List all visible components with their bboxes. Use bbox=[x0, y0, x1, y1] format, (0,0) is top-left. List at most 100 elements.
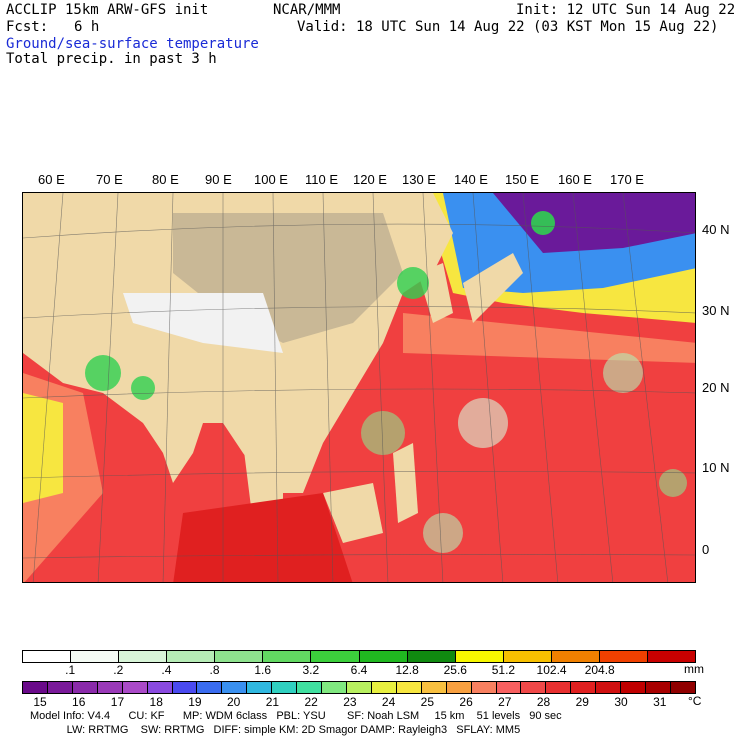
colorbar-swatch bbox=[446, 682, 472, 693]
colorbar-swatch bbox=[571, 682, 597, 693]
colorbar-label: .8 bbox=[209, 663, 220, 677]
lon-label: 80 E bbox=[152, 172, 179, 187]
colorbar-swatch bbox=[297, 682, 323, 693]
model-info-line2: LW: RRTMG SW: RRTMG DIFF: simple KM: 2D … bbox=[30, 724, 521, 736]
colorbar-swatch bbox=[197, 682, 223, 693]
precip-patch bbox=[85, 355, 121, 391]
lat-label: 40 N bbox=[702, 222, 730, 237]
precip-unit: mm bbox=[684, 662, 704, 676]
snow-cover bbox=[123, 293, 283, 353]
colorbar-label: 29 bbox=[575, 695, 589, 709]
colorbar-swatch bbox=[72, 682, 98, 693]
colorbar-label: 30 bbox=[614, 695, 628, 709]
precip-patch bbox=[423, 513, 463, 553]
land-philippines bbox=[393, 443, 418, 523]
colorbar-label: 18 bbox=[149, 695, 163, 709]
colorbar-swatch bbox=[172, 682, 198, 693]
colorbar-swatch bbox=[346, 682, 372, 693]
colorbar-swatch bbox=[359, 651, 408, 662]
temp-unit: °C bbox=[688, 694, 702, 708]
colorbar-label: 1.6 bbox=[254, 663, 272, 677]
colorbar-label: 19 bbox=[188, 695, 202, 709]
precip-patch bbox=[531, 211, 555, 235]
colorbar-swatch bbox=[421, 682, 447, 693]
land-japan bbox=[463, 253, 523, 323]
cold-sea-purple bbox=[493, 193, 695, 253]
lon-label: 100 E bbox=[254, 172, 288, 187]
colorbar-label: 27 bbox=[498, 695, 512, 709]
colorbar-swatch bbox=[247, 682, 273, 693]
colorbar-label: 31 bbox=[653, 695, 667, 709]
colorbar-swatch bbox=[407, 651, 456, 662]
init-time: Init: 12 UTC Sun 14 Aug 22 bbox=[516, 2, 736, 18]
map-canvas bbox=[23, 193, 695, 582]
lon-label: 70 E bbox=[96, 172, 123, 187]
mid-sea bbox=[403, 313, 695, 363]
colorbar-swatch bbox=[311, 651, 360, 662]
colorbar-swatch bbox=[167, 651, 216, 662]
weather-map bbox=[22, 192, 696, 583]
colorbar-swatch bbox=[122, 682, 148, 693]
lon-label: 90 E bbox=[205, 172, 232, 187]
forecast-value: 6 h bbox=[74, 19, 100, 35]
colorbar-swatch bbox=[471, 682, 497, 693]
colorbar-label: 22 bbox=[304, 695, 318, 709]
model-info-line1: Model Info: V4.4 CU: KF MP: WDM 6class P… bbox=[30, 710, 562, 722]
colorbar-swatch bbox=[23, 682, 48, 693]
lon-label: 160 E bbox=[558, 172, 592, 187]
precip-patch bbox=[458, 398, 508, 448]
colorbar-swatch bbox=[396, 682, 422, 693]
field-name-precip: Total precip. in past 3 h bbox=[6, 51, 217, 67]
temp-colorbar bbox=[22, 681, 696, 694]
colorbar-swatch bbox=[147, 682, 173, 693]
colorbar-swatch bbox=[23, 651, 72, 662]
field-name-sst: Ground/sea-surface temperature bbox=[6, 36, 259, 52]
colorbar-label: 51.2 bbox=[491, 663, 516, 677]
colorbar-label: 25 bbox=[420, 695, 435, 709]
precip-patch bbox=[131, 376, 155, 400]
lon-label: 110 E bbox=[305, 172, 339, 187]
lon-label: 130 E bbox=[402, 172, 436, 187]
colorbar-label: 15 bbox=[33, 695, 47, 709]
colorbar-swatch bbox=[551, 651, 600, 662]
colorbar-swatch bbox=[222, 682, 248, 693]
colorbar-label: .2 bbox=[113, 663, 124, 677]
colorbar-swatch bbox=[119, 651, 168, 662]
colorbar-swatch bbox=[97, 682, 123, 693]
lat-label: 30 N bbox=[702, 303, 730, 318]
colorbar-swatch bbox=[47, 682, 73, 693]
colorbar-label: 6.4 bbox=[350, 663, 368, 677]
colorbar-swatch bbox=[646, 682, 671, 693]
precip-patch bbox=[603, 353, 643, 393]
colorbar-label: .4 bbox=[161, 663, 172, 677]
colorbar-label: 21 bbox=[265, 695, 280, 709]
colorbar-label: 26 bbox=[459, 695, 473, 709]
colorbar-swatch bbox=[496, 682, 522, 693]
precip-patch bbox=[659, 469, 687, 497]
lat-label: 10 N bbox=[702, 460, 730, 475]
arabian-sea-cool bbox=[23, 393, 63, 503]
colorbar-swatch bbox=[503, 651, 552, 662]
lon-label: 140 E bbox=[454, 172, 488, 187]
colorbar-swatch bbox=[670, 682, 695, 693]
forecast-label: Fcst: bbox=[6, 19, 49, 35]
lon-label: 170 E bbox=[610, 172, 644, 187]
precip-colorbar bbox=[22, 650, 696, 663]
hot-sea bbox=[173, 493, 353, 582]
colorbar-label: 24 bbox=[381, 695, 396, 709]
colorbar-label: 204.8 bbox=[584, 663, 615, 677]
lon-label: 150 E bbox=[505, 172, 539, 187]
colorbar-label: .1 bbox=[65, 663, 76, 677]
land-borneo bbox=[323, 483, 383, 543]
colorbar-label: 16 bbox=[72, 695, 86, 709]
colorbar-swatch bbox=[599, 651, 649, 662]
colorbar-label: 28 bbox=[536, 695, 551, 709]
colorbar-swatch bbox=[322, 682, 347, 693]
colorbar-swatch bbox=[71, 651, 120, 662]
colorbar-swatch bbox=[596, 682, 622, 693]
colorbar-label: 102.4 bbox=[536, 663, 567, 677]
colorbar-label: 23 bbox=[343, 695, 357, 709]
colorbar-swatch bbox=[521, 682, 547, 693]
organization-label: NCAR/MMM bbox=[273, 2, 341, 18]
valid-time: Valid: 18 UTC Sun 14 Aug 22 (03 KST Mon … bbox=[297, 19, 719, 35]
